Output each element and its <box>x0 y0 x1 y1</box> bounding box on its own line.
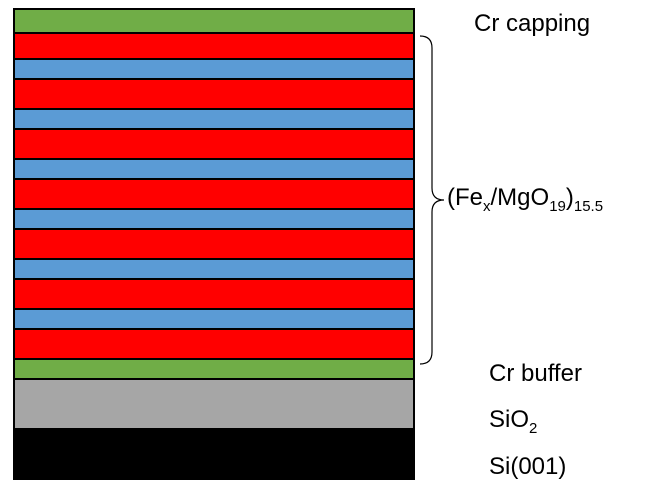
multilayer-brace <box>419 35 445 365</box>
layer-mgo-6 <box>13 158 415 180</box>
sio2-base: SiO <box>489 406 530 433</box>
multilayer-formula-label: (Fex/MgO19)15.5 <box>447 184 603 215</box>
sio2-subscript: 2 <box>529 420 538 437</box>
layer-cr-capping-0 <box>13 8 415 34</box>
si-substrate-label: Si(001) <box>489 453 567 480</box>
layer-sio2-15 <box>13 378 415 430</box>
layer-mgo-10 <box>13 258 415 280</box>
formula-mid: /MgO <box>490 184 550 211</box>
layer-cr-buffer-14 <box>13 358 415 380</box>
layer-mgo-8 <box>13 208 415 230</box>
layer-mgo-4 <box>13 108 415 130</box>
layer-fe-11 <box>13 278 415 310</box>
layer-fe-7 <box>13 178 415 210</box>
formula-open: (Fe <box>447 184 483 211</box>
layer-fe-5 <box>13 128 415 160</box>
formula-x-subscript: x <box>483 198 491 215</box>
formula-mgo-subscript: 19 <box>549 198 566 215</box>
cr-buffer-label: Cr buffer <box>489 360 582 387</box>
layer-mgo-2 <box>13 58 415 80</box>
formula-close: ) <box>565 184 574 211</box>
layer-fe-13 <box>13 328 415 360</box>
layer-si-001-16 <box>13 428 415 480</box>
layer-fe-9 <box>13 228 415 260</box>
layer-fe-3 <box>13 78 415 110</box>
formula-repeat-subscript: 15.5 <box>573 198 604 215</box>
cr-capping-label: Cr capping <box>474 10 591 37</box>
sio2-label: SiO2 <box>489 406 537 437</box>
layer-fe-1 <box>13 32 415 60</box>
layer-mgo-12 <box>13 308 415 330</box>
